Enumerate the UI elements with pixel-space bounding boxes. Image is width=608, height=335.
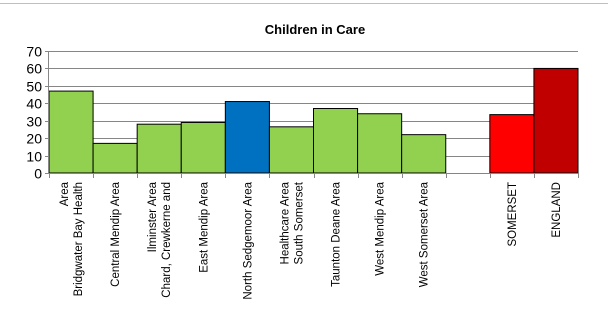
- x-tick-label: Ilminster Area: [147, 181, 159, 252]
- x-tick-label: West Somerset Area: [419, 181, 431, 287]
- x-tick-label: Bridgwater Bay Health: [73, 182, 85, 296]
- x-tick-label: Central Mendip Area: [110, 181, 122, 286]
- bar: [533, 67, 579, 174]
- y-tick-label: 20: [26, 131, 42, 147]
- x-tick-label: Area: [59, 181, 71, 206]
- y-tick-label: 40: [26, 96, 42, 112]
- y-tick-label: 60: [26, 61, 42, 77]
- y-tick-label: 70: [26, 44, 42, 60]
- bar: [313, 108, 359, 174]
- y-tick-label: 0: [34, 166, 42, 182]
- x-tick-label: Chard, Crewkerne and: [161, 182, 173, 298]
- y-tick-label: 30: [26, 114, 42, 130]
- bar: [357, 113, 403, 174]
- chart-title: Children in Care: [265, 22, 365, 37]
- axes: [45, 51, 579, 178]
- bar: [224, 101, 270, 174]
- bar: [136, 123, 182, 174]
- bars: [48, 67, 579, 174]
- y-tick-label: 50: [26, 79, 42, 95]
- x-tick-label: SOMERSET: [507, 182, 519, 247]
- x-tick-label: Healthcare Area: [279, 181, 291, 264]
- y-tick-label: 10: [26, 149, 42, 165]
- bar: [401, 134, 447, 174]
- bar: [92, 142, 138, 174]
- x-tick-label: South Somerset: [293, 181, 305, 264]
- x-tick-label: ENGLAND: [551, 182, 563, 238]
- bar: [489, 114, 535, 174]
- bar: [180, 121, 226, 174]
- x-tick-label: East Mendip Area: [198, 181, 210, 272]
- x-tick-label: Taunton Deane Area: [331, 181, 343, 286]
- bar: [268, 126, 314, 174]
- x-tick-label: North Sedgemoor Area: [242, 181, 254, 299]
- bar: [48, 90, 94, 174]
- x-tick-label: West Mendip Area: [375, 181, 387, 275]
